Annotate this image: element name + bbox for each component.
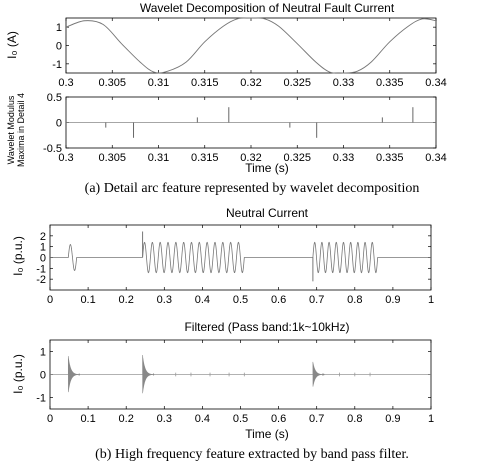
y-tick-label: 1 [56,22,62,34]
x-tick-label: 1 [428,413,434,425]
plot-neutral-current: Neutral Current I₀ (p.u.) 0 0.1 0.2 0.3 0.4 0… [11,206,434,306]
y-tick-label: 1 [40,242,46,254]
y-tick-label: 0 [56,118,62,130]
x-tick-label: 0 [47,294,53,306]
x-tick-label: 0.335 [376,77,404,89]
plot-filtered: Filtered (Pass band:1k~10kHz) I₀ (p.u.) … [11,320,434,441]
x-tick-label: 0.9 [385,294,400,306]
filtered-burst [312,361,325,387]
y-tick-label: 0 [56,41,62,53]
x-tick-label: 0.9 [385,413,400,425]
x-tick-label: 0.8 [347,294,362,306]
x-tick-label: 0.31 [148,77,169,89]
x-tick-label: 0.315 [191,152,219,164]
x-tick-label: 0.8 [347,413,362,425]
ylabel-modulus-maxima-line2: Maxima in Detail 4 [16,93,26,167]
x-tick-label: 0.1 [80,294,95,306]
x-tick-label: 0.4 [195,413,210,425]
filtered-burst [67,356,80,393]
x-tick-label: 0.1 [80,413,95,425]
title-wavelet-decomposition: Wavelet Decomposition of Neutral Fault C… [140,1,395,15]
y-tick-label: 0.5 [47,92,62,104]
x-tick-label: 0.32 [240,77,261,89]
xlabel-time-a: Time (s) [245,161,289,175]
x-tick-label: 0.2 [119,294,134,306]
caption-a: (a) Detail arc feature represented by wa… [85,181,420,196]
axes-frame [65,17,437,74]
x-tick-label: 0.305 [98,77,126,89]
ylabel-i0-pu-2: I₀ (p.u.) [11,354,25,394]
title-filtered: Filtered (Pass band:1k~10kHz) [184,320,349,334]
y-tick-label: -1 [36,393,46,405]
x-tick-label: 0.33 [333,77,354,89]
y-tick-label: 0 [40,370,46,382]
x-tick-label: 0.325 [283,77,311,89]
x-tick-label: 0.3 [157,413,172,425]
x-tick-label: 0.34 [425,152,446,164]
caption-b: (b) High frequency feature extracted by … [95,447,409,462]
plot-modulus-maxima: Wavelet Modulus Maxima in Detail 4 Time … [6,92,447,175]
y-tick-label: -2 [36,274,46,286]
x-tick-label: 0.3 [157,294,172,306]
x-tick-label: 0.315 [191,77,219,89]
series-line-neutral-current [50,241,431,274]
x-tick-label: 0.4 [195,294,210,306]
x-tick-label: 0.5 [233,413,248,425]
x-tick-label: 0.6 [271,294,286,306]
ylabel-modulus-maxima-line1: Wavelet Modulus [6,95,16,164]
x-tick-label: 0.2 [119,413,134,425]
x-tick-label: 1 [428,294,434,306]
x-tick-label: 0.5 [233,294,248,306]
series-line-current [65,17,437,74]
x-tick-label: 0.33 [333,152,354,164]
y-tick-label: 2 [40,231,46,243]
ylabel-i0-amps: I₀ (A) [5,31,19,59]
y-tick-label: -1 [52,59,62,71]
x-tick-label: 0.31 [148,152,169,164]
y-tick-label: -0.5 [43,143,62,155]
y-tick-label: -1 [36,263,46,275]
y-tick-label: 1 [40,347,46,359]
x-tick-label: 0.6 [271,413,286,425]
x-tick-label: 0.7 [309,413,324,425]
x-tick-label: 0.335 [376,152,404,164]
ylabel-i0-pu-1: I₀ (p.u.) [11,236,25,276]
x-tick-label: 0.32 [240,152,261,164]
x-tick-label: 0.7 [309,294,324,306]
x-tick-label: 0.325 [283,152,311,164]
filtered-burst [142,354,155,394]
y-tick-label: 0 [40,253,46,265]
title-neutral-current: Neutral Current [226,206,309,220]
x-tick-label: 0.305 [98,152,126,164]
xlabel-time-b: Time (s) [245,427,289,441]
x-tick-label: 0.3 [58,152,73,164]
x-tick-label: 0 [47,413,53,425]
x-tick-label: 0.34 [425,77,446,89]
plot-wavelet-decomposition: Wavelet Decomposition of Neutral Fault C… [5,1,447,89]
x-tick-label: 0.3 [58,77,73,89]
